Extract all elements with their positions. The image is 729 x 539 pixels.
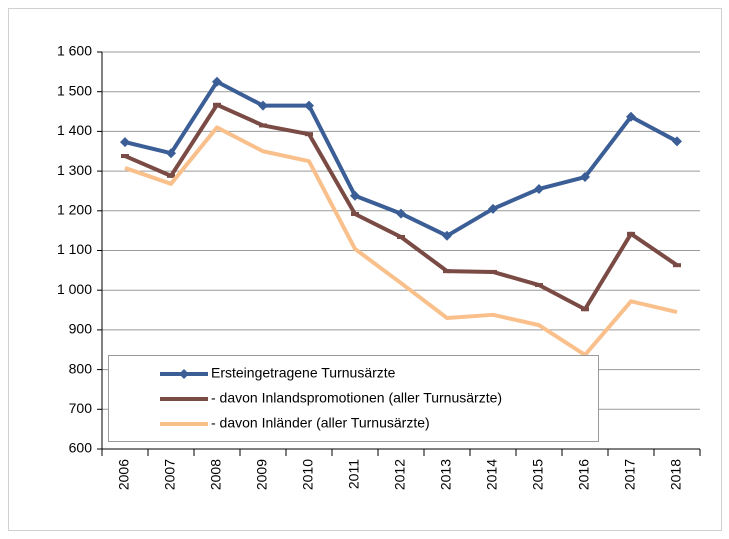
x-tick-label: 2011 xyxy=(346,459,362,489)
marker xyxy=(120,137,130,148)
legend-label: - davon Inländer (aller Turnusärzte) xyxy=(211,415,430,431)
series-line xyxy=(124,125,678,357)
y-tick-label: 800 xyxy=(69,360,93,376)
marker xyxy=(535,283,543,288)
marker xyxy=(581,307,589,312)
y-tick-label: 900 xyxy=(69,321,93,337)
x-tick-label: 2006 xyxy=(116,459,132,490)
legend-marker xyxy=(179,369,189,379)
marker xyxy=(626,111,636,122)
marker xyxy=(672,136,682,147)
marker xyxy=(213,102,221,107)
y-tick-label: 1 400 xyxy=(57,122,92,138)
chart-frame xyxy=(8,8,722,531)
marker xyxy=(351,211,359,216)
legend-marker xyxy=(180,397,188,401)
x-tick-label: 2013 xyxy=(438,459,454,490)
marker xyxy=(534,183,544,194)
marker xyxy=(627,231,635,236)
marker xyxy=(397,235,405,240)
legend-label: Ersteingetragene Turnusärzte xyxy=(211,365,396,381)
x-tick-label: 2007 xyxy=(162,459,178,490)
marker xyxy=(166,148,176,159)
legend-label: - davon Inlandspromotionen (aller Turnus… xyxy=(211,390,502,406)
x-tick-label: 2014 xyxy=(484,459,500,490)
y-tick-label: 1 200 xyxy=(57,202,92,218)
y-tick-label: 1 600 xyxy=(57,43,92,59)
y-tick-label: 600 xyxy=(69,440,93,456)
x-tick-label: 2015 xyxy=(530,459,546,490)
marker xyxy=(305,132,313,137)
x-tick-label: 2016 xyxy=(576,459,592,490)
y-tick-label: 1 500 xyxy=(57,82,92,98)
x-tick-label: 2008 xyxy=(208,459,224,490)
y-tick-label: 1 000 xyxy=(57,281,92,297)
y-tick-label: 1 100 xyxy=(57,241,92,257)
marker xyxy=(167,173,175,178)
marker xyxy=(580,172,590,183)
marker xyxy=(258,100,268,111)
y-tick-label: 700 xyxy=(69,400,93,416)
marker xyxy=(212,76,222,87)
x-tick-label: 2010 xyxy=(300,459,316,490)
marker xyxy=(304,100,314,111)
marker xyxy=(673,263,681,268)
marker xyxy=(259,123,267,128)
x-tick-label: 2009 xyxy=(254,459,270,490)
marker xyxy=(350,190,360,201)
marker xyxy=(489,269,497,274)
x-tick-label: 2012 xyxy=(392,459,408,490)
x-tick-label: 2018 xyxy=(668,459,684,490)
marker xyxy=(488,203,498,214)
marker xyxy=(396,208,406,219)
marker xyxy=(443,269,451,274)
marker xyxy=(121,154,129,159)
x-tick-label: 2017 xyxy=(622,459,638,490)
y-tick-label: 1 300 xyxy=(57,162,92,178)
marker xyxy=(442,230,452,241)
